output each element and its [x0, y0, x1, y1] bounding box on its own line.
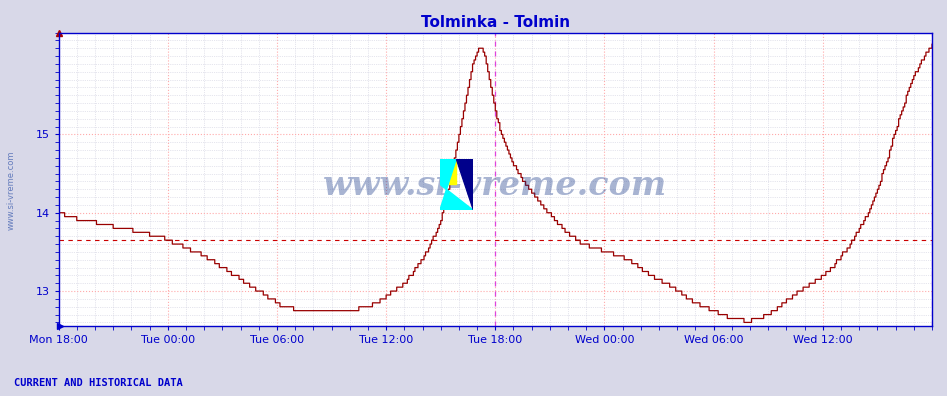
Text: www.si-vreme.com: www.si-vreme.com	[7, 150, 16, 230]
Polygon shape	[456, 158, 473, 210]
Text: www.si-vreme.com: www.si-vreme.com	[323, 169, 668, 202]
Text: CURRENT AND HISTORICAL DATA: CURRENT AND HISTORICAL DATA	[14, 378, 183, 388]
Polygon shape	[439, 158, 473, 210]
Title: Tolminka - Tolmin: Tolminka - Tolmin	[420, 15, 570, 30]
Bar	[439, 158, 456, 184]
